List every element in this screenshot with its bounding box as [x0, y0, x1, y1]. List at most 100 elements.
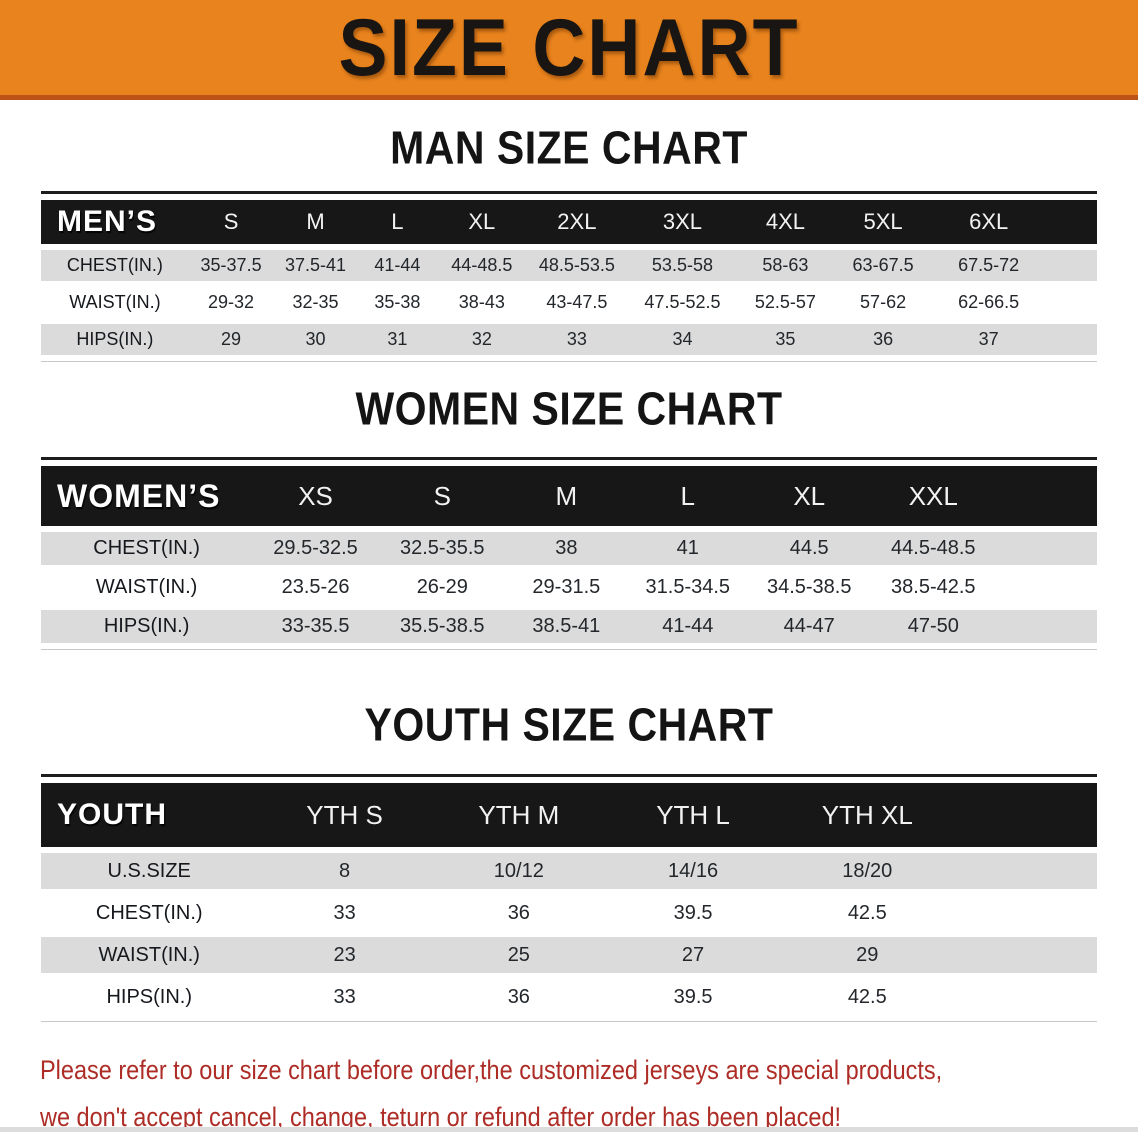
size-chart-banner: SIZE CHART	[0, 0, 1138, 100]
measure-label: HIPS(IN.)	[41, 324, 189, 355]
value-cell: 43-47.5	[526, 287, 628, 318]
men-size-table: MEN’S S M L XL 2XL 3XL 4XL 5XL 6XL CHEST…	[41, 191, 1097, 362]
women-size-cell: S	[378, 466, 506, 526]
men-hips-row: HIPS(IN.) 29 30 31 32 33 34 35 36 37	[41, 324, 1097, 355]
measure-label: U.S.SIZE	[41, 853, 258, 889]
women-hips-row: HIPS(IN.) 33-35.5 35.5-38.5 38.5-41 41-4…	[41, 610, 1097, 643]
value-cell: 8	[257, 853, 432, 889]
men-size-cell: S	[188, 200, 274, 244]
youth-size-cell: YTH L	[605, 783, 781, 847]
value-cell: 29	[780, 937, 955, 973]
men-size-cell: 3XL	[627, 200, 738, 244]
value-cell: 29	[188, 324, 274, 355]
measure-label: CHEST(IN.)	[41, 895, 258, 931]
men-size-cell: XL	[436, 200, 527, 244]
value-cell: 32	[436, 324, 527, 355]
value-cell: 32-35	[273, 287, 358, 318]
value-cell: 57-62	[832, 287, 934, 318]
value-cell: 35-38	[357, 287, 437, 318]
value-cell: 48.5-53.5	[526, 250, 628, 281]
men-size-cell: 4XL	[737, 200, 833, 244]
value-cell: 41-44	[627, 610, 749, 643]
value-cell: 23	[257, 937, 432, 973]
men-chest-row: CHEST(IN.) 35-37.5 37.5-41 41-44 44-48.5…	[41, 250, 1097, 281]
disclaimer-line-1: Please refer to our size chart before or…	[40, 1055, 943, 1085]
value-cell: 33-35.5	[252, 610, 379, 643]
filler-cell	[954, 937, 1097, 973]
women-size-cell: XS	[252, 466, 379, 526]
value-cell: 62-66.5	[933, 287, 1045, 318]
value-cell: 10/12	[431, 853, 606, 889]
value-cell: 29-32	[188, 287, 274, 318]
measure-label: WAIST(IN.)	[41, 287, 189, 318]
men-size-cell: 5XL	[832, 200, 934, 244]
women-section-heading: WOMEN SIZE CHART	[355, 383, 783, 435]
measure-label: CHEST(IN.)	[41, 250, 189, 281]
filler-cell	[996, 466, 1097, 526]
value-cell: 29.5-32.5	[252, 532, 379, 565]
filler-cell	[954, 853, 1097, 889]
value-cell: 32.5-35.5	[378, 532, 506, 565]
men-size-cell: 6XL	[933, 200, 1045, 244]
value-cell: 35.5-38.5	[378, 610, 506, 643]
value-cell: 53.5-58	[627, 250, 738, 281]
value-cell: 36	[431, 895, 606, 931]
women-size-cell: M	[505, 466, 628, 526]
filler-cell	[1044, 250, 1097, 281]
value-cell: 25	[431, 937, 606, 973]
measure-label: HIPS(IN.)	[41, 610, 253, 643]
value-cell: 38.5-41	[505, 610, 628, 643]
filler-cell	[954, 895, 1097, 931]
value-cell: 31	[357, 324, 437, 355]
value-cell: 30	[273, 324, 358, 355]
value-cell: 44.5	[748, 532, 870, 565]
men-table-header-row: MEN’S S M L XL 2XL 3XL 4XL 5XL 6XL	[41, 200, 1097, 244]
filler-cell	[996, 571, 1097, 604]
filler-cell	[954, 979, 1097, 1015]
women-chest-row: CHEST(IN.) 29.5-32.5 32.5-35.5 38 41 44.…	[41, 532, 1097, 565]
women-size-cell: L	[627, 466, 749, 526]
value-cell: 44-48.5	[436, 250, 527, 281]
measure-label: WAIST(IN.)	[41, 571, 253, 604]
value-cell: 44.5-48.5	[869, 532, 997, 565]
youth-section-heading: YOUTH SIZE CHART	[364, 699, 774, 751]
value-cell: 47.5-52.5	[627, 287, 738, 318]
value-cell: 27	[605, 937, 781, 973]
order-disclaimer: Please refer to our size chart before or…	[40, 1047, 995, 1132]
value-cell: 23.5-26	[252, 571, 379, 604]
value-cell: 14/16	[605, 853, 781, 889]
youth-size-cell: YTH M	[431, 783, 606, 847]
women-table-label: WOMEN’S	[41, 466, 253, 526]
women-size-table: WOMEN’S XS S M L XL XXL CHEST(IN.) 29.5-…	[41, 457, 1097, 650]
value-cell: 39.5	[605, 979, 781, 1015]
men-section-heading: MAN SIZE CHART	[390, 122, 748, 174]
youth-ussize-row: U.S.SIZE 8 10/12 14/16 18/20	[41, 853, 1097, 889]
filler-cell	[1044, 200, 1097, 244]
filler-cell	[1044, 324, 1097, 355]
youth-size-table: YOUTH YTH S YTH M YTH L YTH XL U.S.SIZE …	[41, 774, 1097, 1022]
youth-size-cell: YTH XL	[780, 783, 955, 847]
measure-label: HIPS(IN.)	[41, 979, 258, 1015]
value-cell: 26-29	[378, 571, 506, 604]
youth-waist-row: WAIST(IN.) 23 25 27 29	[41, 937, 1097, 973]
value-cell: 37.5-41	[273, 250, 358, 281]
women-size-cell: XL	[748, 466, 870, 526]
value-cell: 33	[257, 895, 432, 931]
value-cell: 34.5-38.5	[748, 571, 870, 604]
value-cell: 35	[737, 324, 833, 355]
youth-table-header-row: YOUTH YTH S YTH M YTH L YTH XL	[41, 783, 1097, 847]
value-cell: 41-44	[357, 250, 437, 281]
value-cell: 33	[257, 979, 432, 1015]
filler-cell	[996, 610, 1097, 643]
value-cell: 36	[832, 324, 934, 355]
value-cell: 63-67.5	[832, 250, 934, 281]
value-cell: 38.5-42.5	[869, 571, 997, 604]
value-cell: 67.5-72	[933, 250, 1045, 281]
youth-table-label: YOUTH	[41, 783, 258, 847]
value-cell: 33	[526, 324, 628, 355]
value-cell: 38	[505, 532, 628, 565]
value-cell: 52.5-57	[737, 287, 833, 318]
measure-label: WAIST(IN.)	[41, 937, 258, 973]
value-cell: 47-50	[869, 610, 997, 643]
value-cell: 36	[431, 979, 606, 1015]
